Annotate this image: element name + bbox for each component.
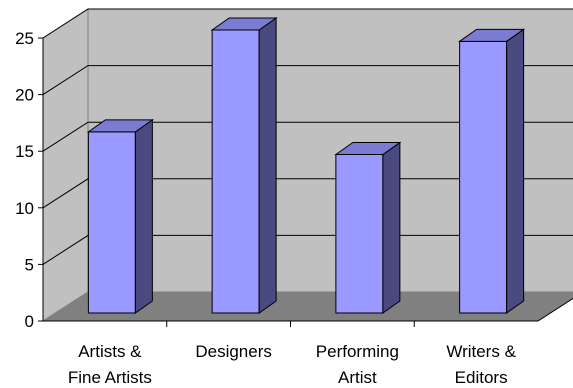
bar-front [211,29,260,314]
gridline-20 [42,65,573,96]
bar-front [335,154,384,314]
y-axis-tick-labels: 0 5 10 15 20 25 [15,29,34,331]
bar-front [87,131,136,314]
gridline-15 [42,121,573,152]
bar-top [458,28,526,42]
bar-side [506,28,525,314]
x-axis-depth-line [537,297,573,322]
y-tick-label: 20 [15,86,34,105]
bar-top [210,17,278,31]
bar-0 [86,118,154,314]
x-axis-category-labels: Artists & Fine Artists Designers Performing… [68,342,517,387]
bar-side [258,17,277,314]
x-category-label: Writers & Editors [446,342,516,387]
y-tick-label: 25 [15,29,34,48]
y-tick-label: 10 [15,199,34,218]
x-category-label: Performing Artist [316,342,399,387]
y-tick-label: 5 [25,255,34,274]
side-wall [42,8,89,322]
bar-side [382,141,401,314]
bar-side [134,118,153,314]
y-tick-label: 15 [15,142,34,161]
bar-top [86,119,154,133]
x-category-label: Designers [195,342,272,361]
bar-front [459,40,508,314]
x-category-label: Artists & Fine Artists [68,342,152,387]
axes [38,37,573,327]
bar-3 [458,28,526,314]
bar-2 [334,141,402,314]
bars [86,17,526,314]
gridline-25 [42,8,573,39]
bar-top [334,142,402,156]
bar-1 [210,17,278,314]
y-tick-label: 0 [25,312,34,331]
